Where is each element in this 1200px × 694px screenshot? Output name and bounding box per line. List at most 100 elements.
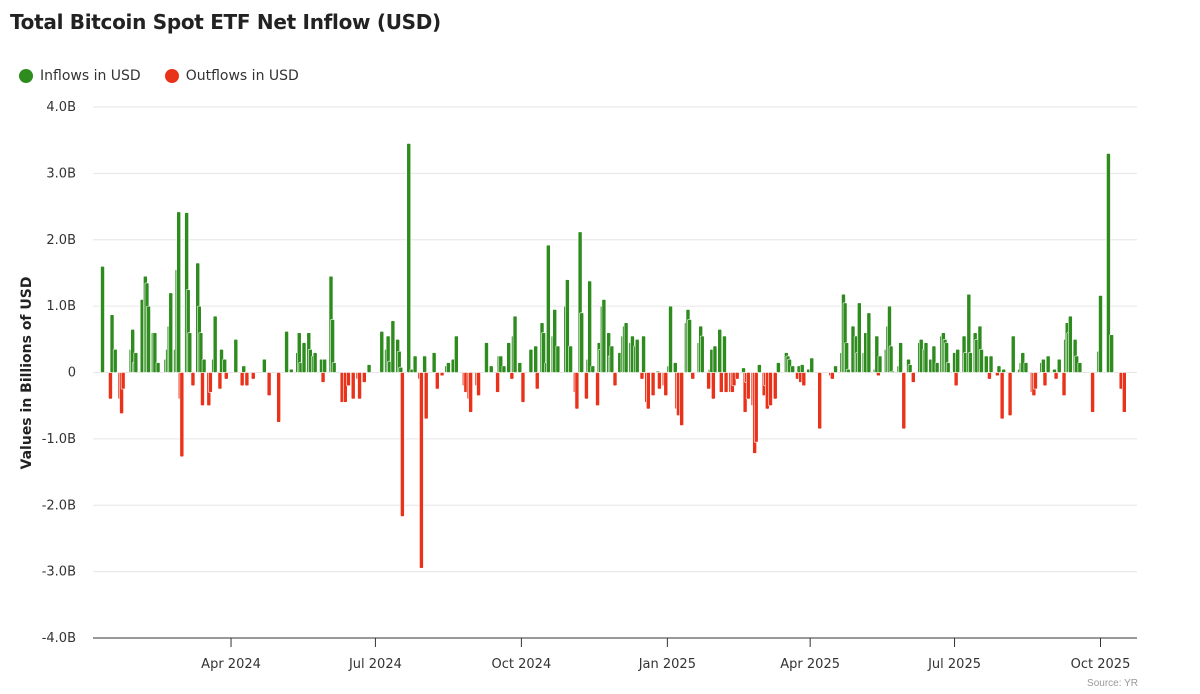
outflow-bar xyxy=(1090,372,1095,413)
outflow-bar xyxy=(817,372,822,430)
inflow-bar xyxy=(233,339,239,373)
outflow-bar xyxy=(120,372,126,390)
inflow-bar xyxy=(501,365,507,373)
outflow-bar xyxy=(190,372,196,387)
outflow-bar xyxy=(1122,372,1127,413)
inflow-bar xyxy=(546,244,551,373)
inflow-bar xyxy=(996,365,1002,373)
inflow-bar xyxy=(222,358,227,373)
outflow-bar xyxy=(830,372,835,380)
inflow-bar xyxy=(809,357,815,373)
outflow-bar xyxy=(434,372,440,390)
outflow-bar xyxy=(987,372,992,380)
inflow-bar xyxy=(968,352,973,373)
x-tick-label: Oct 2025 xyxy=(1071,657,1131,672)
y-tick-label: -2.0B xyxy=(42,498,76,513)
outflow-bar xyxy=(995,372,1000,377)
outflow-bar xyxy=(768,372,773,406)
legend-item-outflows[interactable]: Outflows in USD xyxy=(164,68,299,84)
inflow-bar xyxy=(983,355,989,373)
inflow-bar xyxy=(406,143,412,373)
inflow-bar xyxy=(955,348,961,373)
outflow-bar xyxy=(362,372,367,383)
outflow-bar xyxy=(646,372,651,410)
outflow-bar xyxy=(612,372,618,387)
inflow-bar xyxy=(890,370,895,373)
inflow-bar xyxy=(609,345,615,373)
inflow-bar xyxy=(201,358,207,373)
inflow-bar xyxy=(568,345,573,373)
outflow-bar xyxy=(1061,372,1067,397)
inflow-bar xyxy=(301,342,307,373)
inflow-bar xyxy=(1098,295,1103,373)
y-tick-label: -1.0B xyxy=(42,432,76,447)
inflow-bar xyxy=(517,362,523,373)
outflow-bar xyxy=(400,372,405,517)
outflow-bar xyxy=(801,372,807,387)
legend-item-inflows[interactable]: Inflows in USD xyxy=(19,68,141,84)
inflow-bar xyxy=(923,342,929,373)
outflow-bar xyxy=(346,372,351,387)
outflow-bar xyxy=(350,372,356,400)
inflow-bar xyxy=(672,362,678,373)
legend: Inflows in USD Outflows in USD xyxy=(19,68,299,84)
outflow-bar xyxy=(595,372,600,406)
inflow-bar xyxy=(555,345,561,373)
inflow-bar xyxy=(945,362,951,373)
source-credit: Source: YR xyxy=(1087,678,1138,689)
inflow-bar xyxy=(1068,315,1073,373)
inflow-bar xyxy=(412,355,418,373)
inflow-bar xyxy=(1052,368,1057,373)
outflow-bar xyxy=(200,372,205,406)
inflow-bar xyxy=(717,329,723,373)
inflow-bar xyxy=(512,315,518,373)
inflow-bar xyxy=(488,365,494,373)
inflow-bar xyxy=(446,362,451,373)
inflow-bar xyxy=(907,364,913,373)
inflow-bar xyxy=(100,265,105,373)
inflow-bar xyxy=(712,345,718,373)
x-tick-label: Apr 2025 xyxy=(780,657,840,672)
inflow-bar xyxy=(641,335,646,373)
outflow-dot-icon xyxy=(164,69,179,83)
inflow-bar xyxy=(1106,153,1111,373)
inflow-bar xyxy=(1001,368,1007,373)
outflow-bar xyxy=(639,372,645,380)
inflow-bar xyxy=(1077,362,1083,373)
outflow-bar xyxy=(650,372,656,397)
outflow-bar xyxy=(679,372,684,426)
outflow-bar xyxy=(276,372,281,423)
outflow-bar xyxy=(745,372,751,400)
inflow-bar xyxy=(1045,355,1051,373)
inflow-bar xyxy=(757,364,762,373)
x-tick-label: Apr 2024 xyxy=(201,657,261,672)
inflow-bar xyxy=(988,355,994,373)
legend-label-inflows: Inflows in USD xyxy=(40,68,141,84)
outflow-bar xyxy=(663,372,669,397)
inflow-bar xyxy=(1010,335,1016,373)
inflow-bar xyxy=(533,345,538,373)
outflow-bar xyxy=(320,372,326,383)
outflow-bar xyxy=(1033,372,1038,390)
outflow-bar xyxy=(250,372,256,380)
outflow-bar xyxy=(723,372,729,393)
inflow-bar xyxy=(431,352,437,373)
x-tick-label: Oct 2024 xyxy=(492,657,552,672)
inflow-bar xyxy=(379,331,385,373)
outflow-bar xyxy=(423,372,429,420)
inflow-bar xyxy=(484,342,489,373)
outflow-bar xyxy=(439,372,445,377)
inflow-bar xyxy=(898,342,903,373)
outflow-bar xyxy=(1053,372,1059,380)
inflow-bar xyxy=(866,312,872,373)
inflow-bar xyxy=(241,365,247,373)
inflow-bar xyxy=(289,368,294,373)
outflow-bar xyxy=(239,372,245,387)
inflow-bar xyxy=(366,364,372,373)
outflow-bar xyxy=(690,372,696,380)
inflow-dot-icon xyxy=(19,69,33,83)
inflow-bar xyxy=(857,302,862,373)
outflow-bar xyxy=(711,372,716,400)
inflow-bar xyxy=(112,348,118,373)
inflow-bar xyxy=(579,312,584,373)
